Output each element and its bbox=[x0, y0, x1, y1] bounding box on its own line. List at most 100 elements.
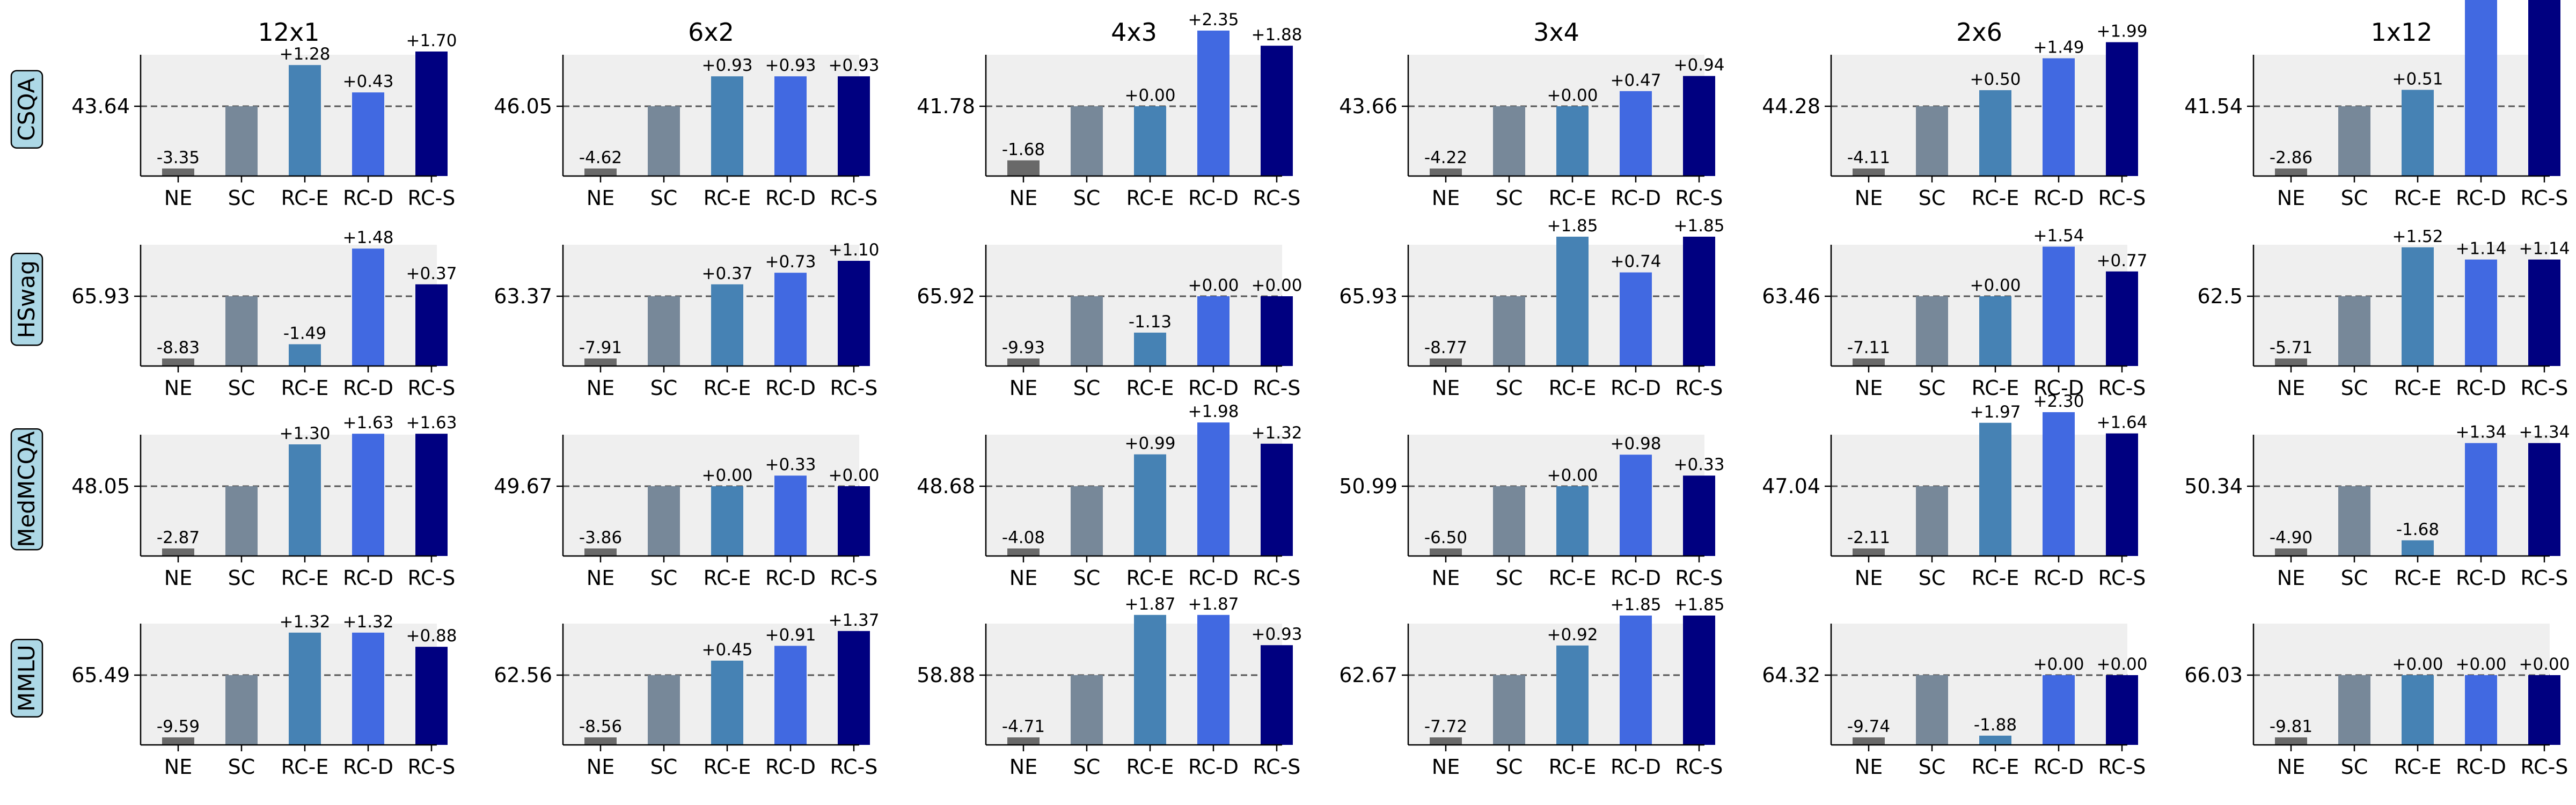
panel-background bbox=[1831, 624, 2127, 745]
baseline-value-label: 41.78 bbox=[917, 94, 975, 118]
delta-label-ne: -8.83 bbox=[157, 338, 200, 357]
bar-sc bbox=[648, 675, 680, 745]
bar-rc-s bbox=[2528, 259, 2560, 366]
bar-rc-s bbox=[415, 434, 448, 556]
delta-label-rc-e: +0.00 bbox=[2392, 655, 2443, 674]
bar-ne bbox=[584, 548, 617, 556]
baseline-value-label: 48.05 bbox=[71, 474, 130, 498]
bar-rc-s bbox=[2528, 675, 2560, 745]
row-label-mmlu: MMLU bbox=[10, 639, 43, 718]
delta-label-rc-e: +0.92 bbox=[1547, 625, 1598, 645]
bar-ne bbox=[1430, 737, 1462, 745]
x-tick-label-rc-d: RC-D bbox=[765, 186, 816, 210]
delta-label-rc-s: +1.64 bbox=[2097, 413, 2148, 433]
x-tick-label-ne: NE bbox=[1009, 566, 1037, 590]
bar-rc-e bbox=[289, 65, 321, 176]
delta-label-ne: -4.90 bbox=[2270, 528, 2312, 547]
bar-rc-s bbox=[2106, 42, 2138, 176]
baseline-value-label: 65.49 bbox=[71, 663, 130, 687]
x-tick-label-rc-s: RC-S bbox=[408, 376, 456, 400]
delta-label-rc-e: +0.99 bbox=[1125, 434, 1176, 453]
bar-ne bbox=[2275, 548, 2307, 556]
delta-label-rc-s: +0.37 bbox=[406, 264, 457, 283]
x-tick-label-ne: NE bbox=[2277, 376, 2305, 400]
x-tick-label-rc-e: RC-E bbox=[1126, 566, 1174, 590]
x-tick-label-rc-s: RC-S bbox=[830, 755, 878, 779]
bar-rc-e bbox=[711, 76, 743, 176]
bar-ne bbox=[1430, 548, 1462, 556]
delta-label-ne: -8.77 bbox=[1424, 338, 1467, 357]
delta-label-rc-d: +0.98 bbox=[1611, 434, 1662, 453]
delta-label-rc-e: +0.50 bbox=[1970, 70, 2021, 89]
panel-background bbox=[2253, 435, 2550, 556]
x-tick-label-sc: SC bbox=[1919, 566, 1946, 590]
x-tick-label-rc-s: RC-S bbox=[1253, 376, 1301, 400]
delta-label-rc-e: -1.13 bbox=[1129, 312, 1172, 332]
delta-label-rc-s: +1.85 bbox=[1674, 595, 1725, 614]
bar-sc bbox=[1071, 296, 1103, 366]
bar-rc-e bbox=[1979, 90, 2011, 176]
x-tick-label-rc-e: RC-E bbox=[1549, 566, 1597, 590]
delta-label-rc-d: +1.49 bbox=[2033, 38, 2084, 57]
bar-rc-e bbox=[711, 284, 743, 366]
x-tick-label-ne: NE bbox=[2277, 755, 2305, 779]
delta-label-ne: -7.11 bbox=[1847, 338, 1890, 357]
x-tick-label-ne: NE bbox=[587, 755, 614, 779]
bar-ne bbox=[162, 548, 194, 556]
delta-label-ne: -7.91 bbox=[579, 338, 622, 357]
x-tick-label-rc-e: RC-E bbox=[1549, 186, 1597, 210]
bar-rc-e bbox=[1134, 332, 1166, 366]
x-tick-label-rc-e: RC-E bbox=[704, 755, 751, 779]
delta-label-ne: -5.71 bbox=[2270, 338, 2312, 357]
bar-rc-s bbox=[838, 631, 870, 745]
bar-rc-d bbox=[774, 646, 807, 745]
bar-sc bbox=[225, 486, 258, 556]
panel-mmlu-4x3: 58.88 -4.71 NE SC +1.87 RC-E +1.87 RC-D +0.93 RC-… bbox=[917, 595, 1302, 779]
x-tick-label-sc: SC bbox=[1919, 186, 1946, 210]
delta-label-rc-s: +0.77 bbox=[2097, 251, 2148, 270]
x-tick-label-ne: NE bbox=[164, 566, 192, 590]
baseline-value-label: 66.03 bbox=[2184, 663, 2243, 687]
baseline-value-label: 58.88 bbox=[917, 663, 975, 687]
panel-medmcqa-12x1: 48.05 -2.87 NE SC +1.30 RC-E +1.63 RC-D +1.63 RC-… bbox=[71, 413, 457, 590]
bar-ne bbox=[584, 358, 617, 366]
x-tick-label-rc-d: RC-D bbox=[765, 566, 816, 590]
delta-label-ne: -9.93 bbox=[1002, 338, 1045, 357]
x-tick-label-sc: SC bbox=[650, 376, 678, 400]
baseline-value-label: 43.64 bbox=[71, 94, 130, 118]
bar-rc-e bbox=[289, 632, 321, 745]
delta-label-rc-e: +0.51 bbox=[2392, 69, 2443, 89]
x-tick-label-sc: SC bbox=[1496, 376, 1523, 400]
x-tick-label-sc: SC bbox=[1496, 755, 1523, 779]
bar-rc-s bbox=[2106, 271, 2138, 366]
delta-label-ne: -4.71 bbox=[1002, 717, 1045, 736]
x-tick-label-ne: NE bbox=[1855, 186, 1883, 210]
x-tick-label-rc-d: RC-D bbox=[1188, 376, 1239, 400]
bar-ne bbox=[1853, 737, 1885, 745]
delta-label-rc-s: +1.34 bbox=[2519, 423, 2570, 442]
delta-label-rc-e: +1.28 bbox=[280, 45, 331, 64]
x-tick-label-rc-s: RC-S bbox=[1675, 755, 1723, 779]
baseline-value-label: 63.46 bbox=[1762, 284, 1820, 308]
x-tick-label-rc-d: RC-D bbox=[1611, 566, 1661, 590]
bar-rc-d bbox=[1620, 616, 1652, 745]
delta-label-ne: -2.11 bbox=[1847, 528, 1890, 547]
x-tick-label-rc-d: RC-D bbox=[1611, 186, 1661, 210]
x-tick-label-sc: SC bbox=[1919, 376, 1946, 400]
x-tick-label-sc: SC bbox=[228, 566, 255, 590]
bar-rc-d bbox=[1197, 31, 1230, 176]
panel-medmcqa-3x4: 50.99 -6.50 NE SC +0.00 RC-E +0.98 RC-D +0.33 RC-… bbox=[1339, 434, 1724, 590]
delta-label-rc-s: +1.37 bbox=[829, 611, 880, 630]
bar-sc bbox=[1493, 675, 1525, 745]
delta-label-ne: -4.11 bbox=[1847, 148, 1890, 167]
bar-rc-d bbox=[1620, 455, 1652, 556]
x-tick-label-rc-e: RC-E bbox=[704, 376, 751, 400]
bar-rc-d bbox=[2043, 412, 2075, 556]
baseline-value-label: 50.99 bbox=[1339, 474, 1397, 498]
bar-rc-e bbox=[1556, 237, 1589, 366]
delta-label-rc-e: +0.00 bbox=[702, 466, 753, 485]
delta-label-rc-e: +0.00 bbox=[1970, 276, 2021, 295]
delta-label-rc-d: +0.73 bbox=[765, 252, 816, 272]
row-label-box bbox=[10, 639, 43, 718]
bar-rc-e bbox=[711, 661, 743, 745]
